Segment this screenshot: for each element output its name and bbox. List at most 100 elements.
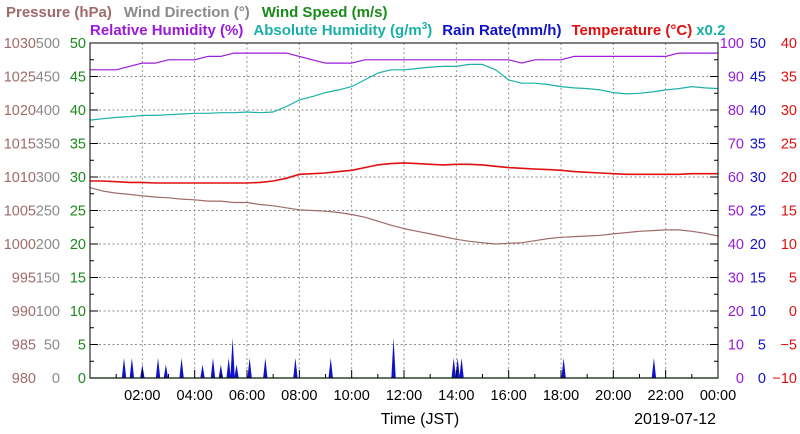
rain-rate-spike (226, 357, 231, 378)
temperature-tick-label: 5 (789, 271, 797, 287)
relative-humidity-tick-label: 90 (728, 70, 744, 86)
wind-speed-tick-label: 10 (70, 304, 86, 320)
rain-rate-tick-label: 25 (750, 204, 766, 220)
relative-humidity-line (90, 52, 718, 71)
x-tick-label: 18:00 (543, 388, 579, 404)
wind-speed-tick-label: 30 (70, 170, 86, 186)
wind-speed-tick-label: 20 (70, 237, 86, 253)
relative-humidity-tick-label: 20 (728, 304, 744, 320)
pressure-tick-label: 980 (12, 371, 36, 387)
wind-speed-tick-label: 40 (70, 103, 86, 119)
rain-rate-spike (263, 357, 268, 378)
wind-speed-tick-label: 50 (70, 36, 86, 52)
rain-rate-spike (121, 357, 127, 378)
rain-rate-spike (200, 364, 205, 378)
relative-humidity-tick-label: 30 (728, 271, 744, 287)
pressure-tick-label: 1010 (4, 170, 36, 186)
legend-item: x0.2 (696, 22, 725, 39)
relative-humidity-tick-label: 0 (736, 371, 744, 387)
rain-rate-tick-label: 0 (758, 371, 766, 387)
wind-direction-tick-label: 300 (36, 170, 60, 186)
rain-rate-tick-label: 30 (750, 170, 766, 186)
temperature-tick-label: 15 (781, 204, 797, 220)
x-tick-label: 08:00 (281, 388, 317, 404)
x-axis-title: Time (JST) (381, 411, 460, 428)
x-tick-label: 14:00 (438, 388, 474, 404)
wind-direction-tick-label: 250 (36, 204, 60, 220)
x-tick-label: 20:00 (595, 388, 631, 404)
x-tick-label: 12:00 (386, 388, 422, 404)
x-tick-label: 22:00 (648, 388, 684, 404)
legend-item: Wind Direction (°) (124, 4, 250, 21)
legend-item: Pressure (hPa) (6, 4, 112, 21)
rain-rate-tick-label: 35 (750, 137, 766, 153)
relative-humidity-tick-label: 40 (728, 237, 744, 253)
x-tick-label: 04:00 (177, 388, 213, 404)
rain-rate-spike (451, 357, 456, 378)
x-tick-label: 06:00 (229, 388, 265, 404)
axes: 1030102510201015101010051000995990985980… (4, 36, 797, 387)
wind-speed-tick-label: 35 (70, 137, 86, 153)
rain-rate-tick-label: 5 (758, 338, 766, 354)
rain-rate-spike (651, 357, 657, 378)
grid (90, 43, 718, 378)
rain-rate-spike (459, 357, 464, 378)
temperature-tick-label: 40 (781, 36, 797, 52)
wind-speed-tick-label: 0 (78, 371, 86, 387)
temperature-tick-label: −5 (780, 338, 797, 354)
rain-rate-spike (328, 357, 333, 378)
rain-rate-tick-label: 15 (750, 271, 766, 287)
wind-direction-tick-label: 200 (36, 237, 60, 253)
relative-humidity-tick-label: 80 (728, 103, 744, 119)
pressure-tick-label: 985 (12, 338, 36, 354)
rain-rate-spike (561, 357, 566, 378)
x-tick-label: 00:00 (700, 388, 736, 404)
rain-rate-tick-label: 10 (750, 304, 766, 320)
rain-rate-spike (247, 357, 252, 378)
pressure-tick-label: 1030 (4, 36, 36, 52)
wind-direction-tick-label: 150 (36, 271, 60, 287)
pressure-tick-label: 1025 (4, 70, 36, 86)
rain-rate-spike (210, 357, 216, 378)
temperature-line (90, 162, 718, 184)
pressure-tick-label: 990 (12, 304, 36, 320)
wind-speed-tick-label: 45 (70, 70, 86, 86)
legend-item: Wind Speed (m/s) (262, 4, 388, 21)
x-axis: 02:00 04:00 06:00 08:00 10:00 12:00 14:00 16:00… (124, 388, 736, 428)
relative-humidity-tick-label: 60 (728, 170, 744, 186)
rain-rate-spike (218, 364, 224, 378)
rain-rate-tick-label: 40 (750, 103, 766, 119)
legend-item: Rain Rate(mm/h) (442, 22, 561, 39)
pressure-tick-label: 1015 (4, 137, 36, 153)
plot-frame (89, 42, 719, 379)
wind-direction-tick-label: 500 (36, 36, 60, 52)
wind-speed-tick-label: 15 (70, 271, 86, 287)
legend-item: Relative Humidity (%) (90, 22, 243, 39)
temperature-tick-label: 20 (781, 170, 797, 186)
wind-speed-tick-label: 5 (78, 338, 86, 354)
pressure-tick-label: 1020 (4, 103, 36, 119)
wind-direction-tick-label: 350 (36, 137, 60, 153)
rain-rate-spike (230, 337, 235, 378)
rain-rate-tick-label: 20 (750, 237, 766, 253)
x-tick-label: 02:00 (124, 388, 160, 404)
wind-direction-tick-label: 100 (36, 304, 60, 320)
x-tick-label: 16:00 (491, 388, 527, 404)
rain-rate-spike (179, 357, 184, 378)
relative-humidity-tick-label: 10 (728, 338, 744, 354)
temperature-tick-label: 25 (781, 137, 797, 153)
pressure-tick-label: 995 (12, 271, 36, 287)
legend: Pressure (hPa) Wind Direction (°) Wind Spe… (6, 4, 725, 39)
wind-direction-tick-label: 450 (36, 70, 60, 86)
pressure-tick-label: 1005 (4, 204, 36, 220)
rain-rate-spike (129, 357, 135, 378)
wind-speed-tick-label: 25 (70, 204, 86, 220)
wind-direction-tick-label: 400 (36, 103, 60, 119)
rain-rate-spike (155, 357, 161, 378)
temperature-tick-label: −10 (772, 371, 797, 387)
rain-rate-spike (293, 357, 298, 378)
rain-rate-tick-label: 45 (750, 70, 766, 86)
rain-rate-spike (163, 364, 169, 378)
